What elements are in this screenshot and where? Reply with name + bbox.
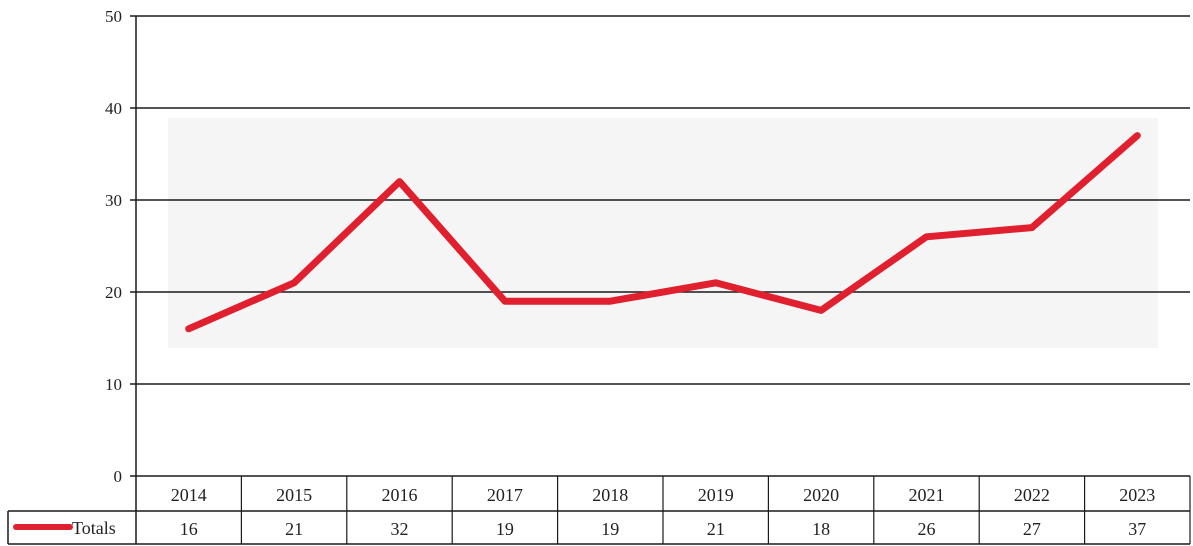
data-point-2014 bbox=[185, 325, 192, 332]
table-value-2014: 16 bbox=[180, 519, 198, 539]
table-value-2023: 37 bbox=[1128, 519, 1146, 539]
data-table: 2014 16 2015 21 2016 32 2017 19 2018 19 2019 21 2020… bbox=[7, 475, 1191, 545]
table-value-2019: 21 bbox=[707, 519, 725, 539]
x-category-label-2023: 2023 bbox=[1119, 485, 1155, 505]
table-value-2015: 21 bbox=[285, 519, 303, 539]
x-category-label-2021: 2021 bbox=[909, 485, 945, 505]
table-value-2020: 18 bbox=[812, 519, 830, 539]
data-point-2015 bbox=[290, 279, 298, 286]
data-point-2021 bbox=[923, 233, 930, 240]
table-value-2017: 19 bbox=[496, 519, 514, 539]
x-category-label-2018: 2018 bbox=[592, 485, 628, 505]
y-axis: 0 10 20 30 40 50 bbox=[105, 7, 137, 544]
data-point-2018 bbox=[607, 298, 614, 305]
y-tick-label-0: 0 bbox=[114, 467, 123, 486]
x-category-label-2015: 2015 bbox=[276, 485, 312, 505]
x-category-label-2019: 2019 bbox=[698, 485, 734, 505]
table-value-2022: 27 bbox=[1023, 519, 1041, 539]
y-tick-label-10: 10 bbox=[105, 375, 122, 394]
data-point-2023 bbox=[1134, 132, 1141, 139]
x-category-label-2014: 2014 bbox=[171, 485, 207, 505]
table-value-2018: 19 bbox=[601, 519, 619, 539]
x-category-label-2020: 2020 bbox=[803, 485, 839, 505]
data-point-2016 bbox=[396, 178, 403, 185]
y-tick-label-30: 30 bbox=[105, 191, 122, 210]
x-category-label-2016: 2016 bbox=[382, 485, 418, 505]
legend-label-totals: Totals bbox=[72, 518, 116, 538]
data-point-2017 bbox=[501, 298, 509, 305]
x-category-label-2017: 2017 bbox=[487, 485, 523, 505]
table-value-2021: 26 bbox=[918, 519, 936, 539]
data-point-2022 bbox=[1028, 224, 1036, 231]
series-layer bbox=[185, 132, 1141, 333]
series-line-totals bbox=[185, 132, 1141, 333]
y-tick-label-40: 40 bbox=[105, 99, 122, 118]
y-tick-label-20: 20 bbox=[105, 283, 122, 302]
table-value-2016: 32 bbox=[391, 519, 409, 539]
x-category-label-2022: 2022 bbox=[1014, 485, 1050, 505]
data-point-2019 bbox=[712, 279, 719, 286]
data-point-2020 bbox=[817, 307, 825, 314]
y-tick-label-50: 50 bbox=[105, 7, 122, 26]
